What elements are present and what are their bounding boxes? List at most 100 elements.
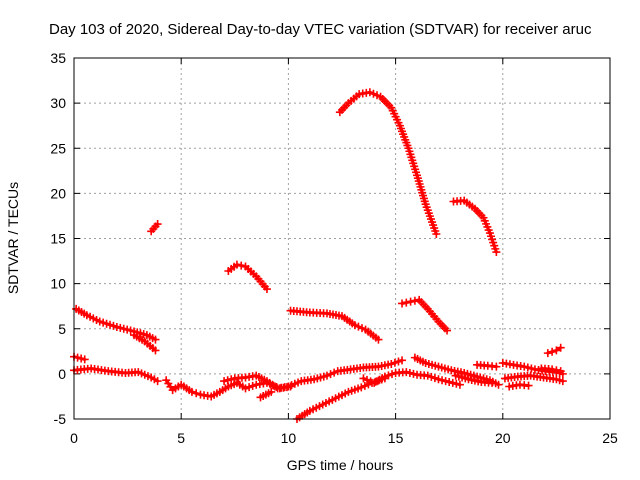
x-tick-label: 10 bbox=[281, 430, 297, 446]
data-point bbox=[443, 326, 452, 335]
y-tick-label: 0 bbox=[58, 366, 66, 382]
series-arc-4 bbox=[224, 260, 271, 294]
data-point-interp bbox=[248, 381, 257, 390]
data-point-interp bbox=[373, 91, 382, 100]
y-tick-label: 30 bbox=[50, 95, 66, 111]
data-point bbox=[187, 387, 196, 396]
data-point-interp bbox=[552, 366, 561, 375]
data-point bbox=[520, 362, 529, 371]
series-arc-3 bbox=[147, 220, 162, 236]
x-tick-label: 0 bbox=[70, 430, 78, 446]
series-arc-22 bbox=[537, 364, 565, 376]
data-point bbox=[380, 372, 389, 381]
series-arc-13 bbox=[256, 387, 276, 402]
data-point bbox=[494, 380, 503, 389]
data-point-interp bbox=[410, 296, 419, 305]
y-tick-label: 25 bbox=[50, 140, 66, 156]
series-arc-2 bbox=[449, 196, 501, 257]
data-point-interp bbox=[527, 364, 536, 373]
chart-title: Day 103 of 2020, Sidereal Day-to-day VTE… bbox=[49, 21, 592, 38]
data-point bbox=[357, 383, 366, 392]
x-axis-label: GPS time / hours bbox=[287, 457, 394, 473]
data-point bbox=[488, 378, 497, 387]
data-series bbox=[70, 88, 567, 423]
plot-frame bbox=[73, 57, 611, 420]
data-point bbox=[398, 299, 407, 308]
data-point bbox=[267, 387, 276, 396]
data-point bbox=[374, 335, 383, 344]
data-point-interp bbox=[358, 324, 367, 333]
y-axis-label: SDTVAR / TECUs bbox=[5, 182, 21, 294]
data-point bbox=[220, 377, 229, 386]
data-point-interp bbox=[548, 347, 557, 356]
data-point bbox=[80, 355, 89, 364]
data-point bbox=[387, 359, 396, 368]
data-point-interp bbox=[430, 374, 439, 383]
series-arc-9 bbox=[70, 352, 89, 364]
series-arc-6 bbox=[72, 304, 160, 344]
series-arc-21 bbox=[505, 380, 533, 391]
series-arc-5 bbox=[398, 295, 452, 335]
data-point bbox=[445, 377, 454, 386]
series-arc-15 bbox=[359, 368, 464, 389]
data-point-interp bbox=[394, 357, 403, 366]
data-point bbox=[402, 368, 411, 377]
data-point bbox=[398, 356, 407, 365]
data-point bbox=[434, 375, 443, 384]
data-point-interp bbox=[360, 381, 369, 390]
data-point bbox=[350, 321, 359, 330]
series-arc-23 bbox=[543, 343, 565, 358]
data-point-interp bbox=[363, 375, 372, 384]
y-tick-label: -5 bbox=[54, 411, 67, 427]
series-arc-8 bbox=[286, 306, 383, 344]
x-tick-label: 25 bbox=[602, 430, 618, 446]
data-point bbox=[423, 371, 432, 380]
data-point bbox=[543, 349, 552, 358]
data-point bbox=[153, 220, 162, 229]
data-point bbox=[359, 374, 368, 383]
data-point bbox=[406, 297, 415, 306]
data-point bbox=[492, 362, 501, 371]
data-point-interp bbox=[452, 379, 461, 388]
data-point bbox=[432, 229, 441, 238]
series-arc-7 bbox=[130, 331, 160, 355]
series-trace bbox=[149, 222, 160, 233]
data-point bbox=[151, 335, 160, 344]
series-arc-1 bbox=[335, 88, 441, 238]
data-point-interp bbox=[192, 389, 201, 398]
y-tick-label: 35 bbox=[50, 50, 66, 66]
data-point-interp bbox=[402, 298, 411, 307]
data-point bbox=[548, 365, 557, 374]
data-point bbox=[556, 367, 565, 376]
data-point bbox=[455, 380, 464, 389]
data-point bbox=[552, 346, 561, 355]
data-point bbox=[262, 285, 271, 294]
data-point-interp bbox=[245, 383, 254, 392]
data-point-interp bbox=[523, 363, 532, 372]
data-point-interp bbox=[326, 370, 335, 379]
data-point-interp bbox=[441, 377, 450, 386]
data-point-interp bbox=[330, 368, 339, 377]
x-tick-label: 20 bbox=[495, 430, 511, 446]
x-tick-label: 15 bbox=[388, 430, 404, 446]
y-tick-label: 15 bbox=[50, 231, 66, 247]
data-point bbox=[556, 343, 565, 352]
data-point bbox=[365, 88, 374, 97]
series-arc-12 bbox=[220, 356, 407, 393]
data-point bbox=[232, 260, 241, 269]
data-point bbox=[151, 346, 160, 355]
data-point-interp bbox=[409, 369, 418, 378]
data-point-interp bbox=[390, 358, 399, 367]
data-point-interp bbox=[388, 370, 397, 379]
data-point bbox=[524, 381, 533, 390]
y-tick-label: 5 bbox=[58, 321, 66, 337]
data-point-interp bbox=[354, 322, 363, 331]
data-point-interp bbox=[237, 261, 246, 270]
data-point bbox=[322, 371, 331, 380]
data-point-interp bbox=[405, 368, 414, 377]
series-arc-17 bbox=[451, 371, 497, 387]
data-point bbox=[241, 384, 250, 393]
data-point-interp bbox=[227, 375, 236, 384]
